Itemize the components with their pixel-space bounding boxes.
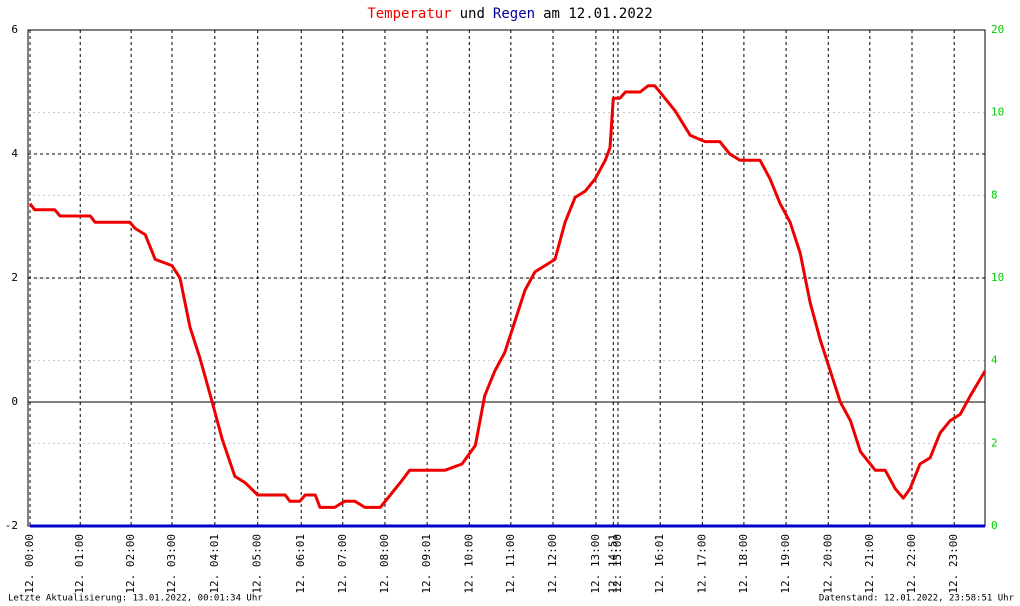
- x-tick-label: 12. 23:00: [947, 534, 960, 594]
- x-tick-label: 12. 05:00: [251, 534, 264, 594]
- x-tick-label: 12. 08:00: [378, 534, 391, 594]
- x-tick-label: 12. 19:00: [779, 534, 792, 594]
- x-tick-label: 12. 17:00: [695, 534, 708, 594]
- y2-tick-label: 20: [991, 23, 1004, 36]
- x-tick-label: 12. 06:01: [294, 534, 307, 594]
- x-tick-label: 12. 18:00: [737, 534, 750, 594]
- y2-tick-label: 2: [991, 436, 998, 449]
- x-tick-label: 12. 22:00: [905, 534, 918, 594]
- x-tick-label: 12. 13:00: [589, 534, 602, 594]
- title-part: Regen: [493, 6, 535, 22]
- x-tick-label: 12. 09:01: [420, 534, 433, 594]
- x-tick-label: 12. 20:00: [821, 534, 834, 594]
- x-tick-label: 12. 00:00: [23, 534, 36, 594]
- y-tick-label: 4: [11, 147, 18, 160]
- x-tick-label: 12. 07:00: [336, 534, 349, 594]
- y2-tick-label: 0: [991, 519, 998, 532]
- title-part: Temperatur: [367, 6, 451, 22]
- y2-tick-label: 8: [991, 188, 998, 201]
- x-tick-label: 12. 12:00: [546, 534, 559, 594]
- y2-tick-label: 10: [991, 271, 1004, 284]
- x-tick-label: 12. 21:00: [863, 534, 876, 594]
- footer-right: Datenstand: 12.01.2022, 23:58:51 Uhr: [819, 594, 1015, 604]
- y-tick-label: 0: [11, 395, 18, 408]
- y2-tick-label: 4: [991, 354, 998, 367]
- x-tick-label: 12. 01:00: [73, 534, 86, 594]
- y-tick-label: -2: [5, 519, 18, 532]
- footer-left: Letzte Aktualisierung: 13.01.2022, 00:01…: [8, 594, 263, 604]
- title-part: und: [460, 6, 485, 22]
- x-tick-label: 12. 10:00: [462, 534, 475, 594]
- series-line: [28, 84, 987, 509]
- y-tick-label: 6: [11, 23, 18, 36]
- x-tick-label: 12. 04:01: [208, 534, 221, 594]
- x-tick-label: 12. 03:00: [165, 534, 178, 594]
- x-tick-label: 12. 16:01: [653, 534, 666, 594]
- y2-tick-label: 10: [991, 106, 1004, 119]
- chart-title: Temperatur und Regen am 12.01.2022: [367, 6, 652, 22]
- y-tick-label: 2: [11, 271, 18, 284]
- title-part: am 12.01.2022: [543, 6, 653, 22]
- x-tick-label: 12. 14:51: [606, 534, 619, 594]
- x-tick-label: 12. 15:00: [611, 534, 624, 594]
- x-tick-label: 12. 11:00: [504, 534, 517, 594]
- x-tick-label: 12. 02:00: [124, 534, 137, 594]
